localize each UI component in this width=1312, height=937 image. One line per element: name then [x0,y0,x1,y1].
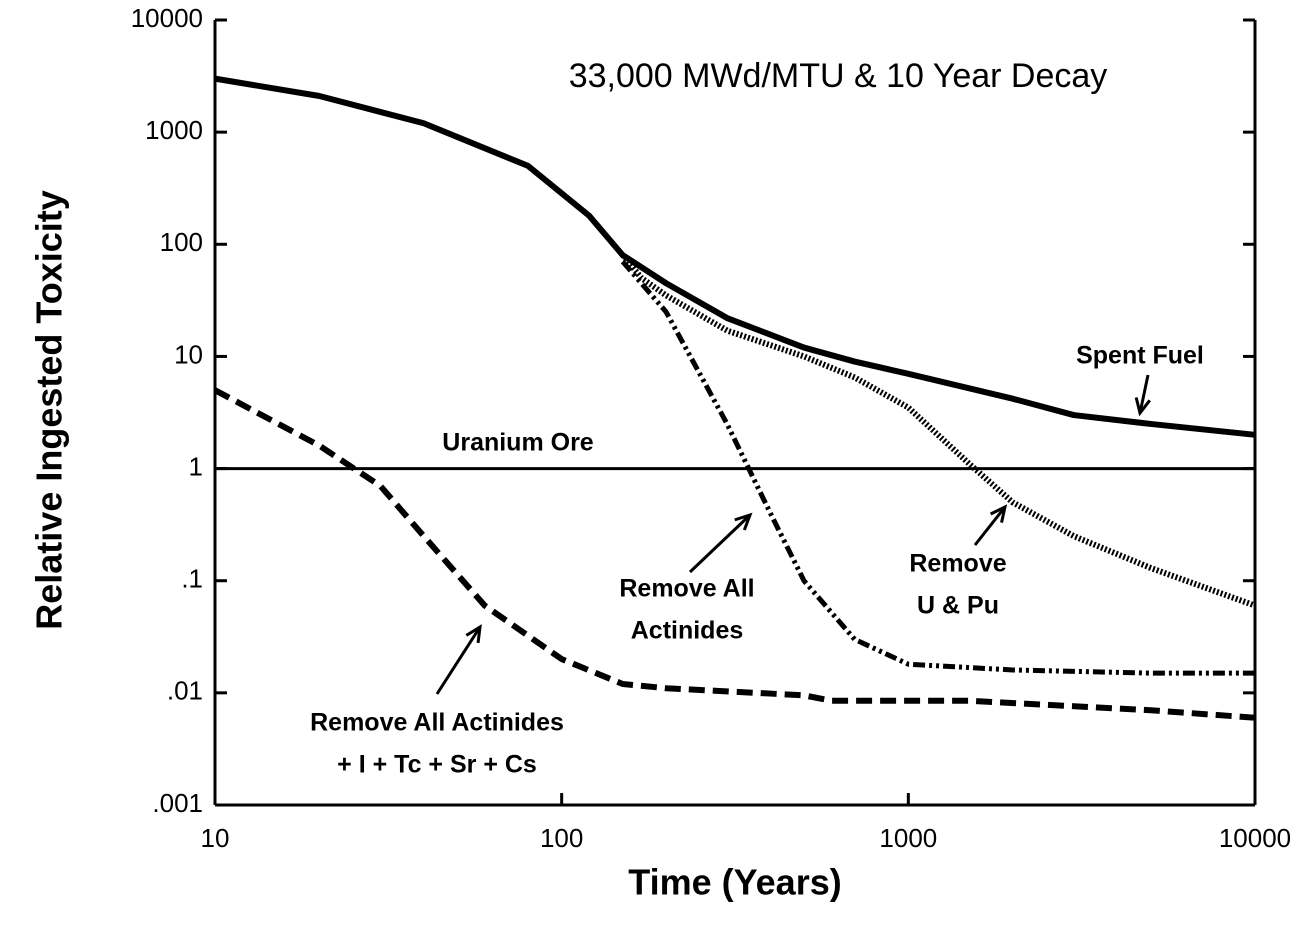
annotation: + I + Tc + Sr + Cs [337,751,537,779]
y-tick-label: 10000 [131,3,203,33]
annotation: Remove All Actinides [310,709,564,737]
x-tick-label: 1000 [879,823,937,853]
annotation: Remove [909,550,1006,578]
y-axis-title: Relative Ingested Toxicity [29,190,70,629]
annotation: Uranium Ore [442,429,594,457]
annotation-arrow [973,506,1007,546]
annotation: 33,000 MWd/MTU & 10 Year Decay [569,57,1108,95]
line-series [620,253,1257,609]
annotation-arrow [435,626,482,695]
x-tick-label: 10 [201,823,230,853]
x-tick-label: 10000 [1219,823,1291,853]
y-tick-label: .1 [181,564,203,594]
y-tick-label: .001 [152,788,203,818]
annotation-arrow [688,513,752,574]
arrow-head [465,624,482,644]
arrow-head [989,504,1008,523]
line-series [214,75,1256,438]
x-tick-label: 100 [540,823,583,853]
line-series [620,260,1255,676]
arrow-head [734,512,753,531]
x-axis-title: Time (Years) [628,862,841,903]
line-series [213,387,1256,721]
y-tick-label: 10 [174,339,203,369]
annotation-arrow [1138,374,1150,414]
annotation: Actinides [631,617,744,645]
y-tick-label: 100 [160,227,203,257]
annotation: U & Pu [917,592,999,620]
y-tick-label: 1000 [145,115,203,145]
y-tick-label: .01 [167,676,203,706]
y-tick-label: 1 [189,451,203,481]
arrow-head [1134,397,1151,417]
annotation: Spent Fuel [1076,342,1204,370]
annotation: Remove All [619,575,754,603]
